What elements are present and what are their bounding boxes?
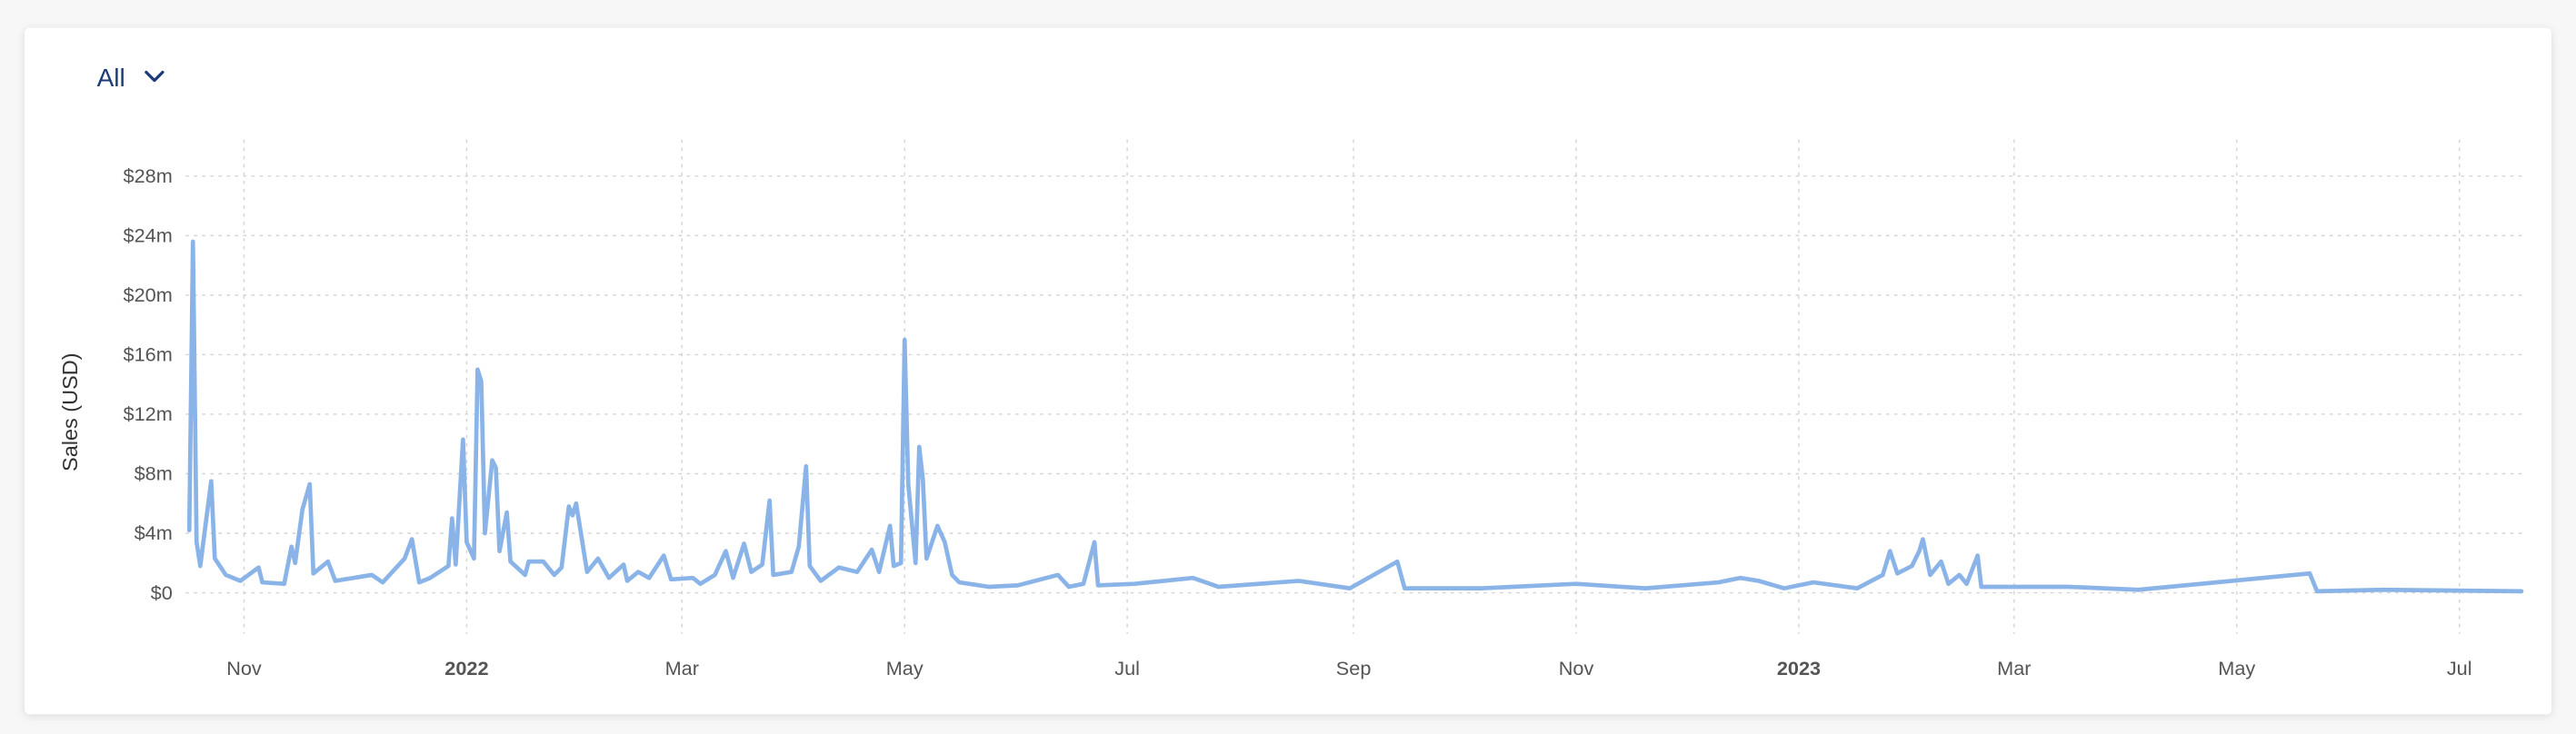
y-tick-label: $28m [124,164,173,187]
x-tick-label: Mar [665,657,699,679]
x-tick-label: 2023 [1777,657,1821,679]
filter-label[interactable]: All [97,64,125,92]
x-tick-label: May [886,657,924,679]
x-tick-label: Nov [1559,657,1594,679]
x-tick-label: Sep [1336,657,1372,679]
y-tick-label: $12m [124,402,173,425]
y-axis-label: Sales (USD) [58,352,82,471]
x-tick-label: Nov [226,657,262,679]
sales-line [186,239,2524,594]
chevron[interactable] [145,70,165,83]
filter-dropdown[interactable]: All [97,64,165,92]
y-tick-label: $0 [151,581,173,604]
x-tick-label: Mar [1997,657,2031,679]
y-tick-label: $24m [124,224,173,247]
x-tick-label: May [2218,657,2255,679]
card [25,27,2551,715]
y-tick-label: $16m [124,343,173,366]
x-tick-label: 2022 [444,657,488,679]
y-tick-label: $20m [124,283,173,306]
x-tick-label: Jul [1114,657,1140,679]
y-tick-label: $4m [135,521,173,544]
x-tick-label: Jul [2447,657,2472,679]
y-tick-label: $8m [135,462,173,485]
